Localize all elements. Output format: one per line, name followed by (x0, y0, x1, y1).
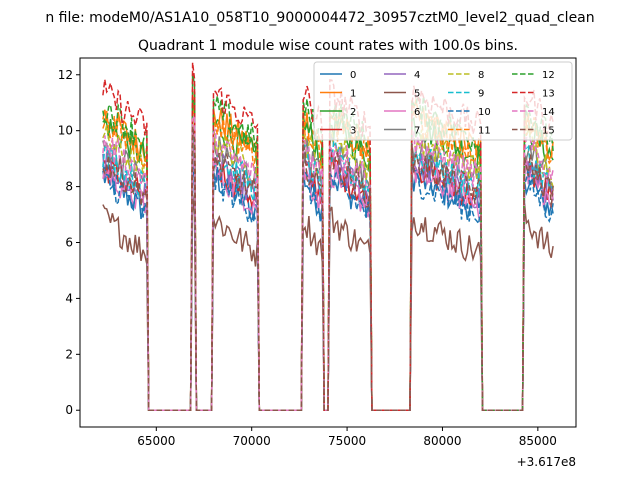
x-tick-label: 70000 (233, 434, 271, 448)
y-tick-label: 12 (58, 68, 73, 82)
series-layer (102, 62, 554, 411)
legend-label-12: 12 (542, 70, 555, 81)
legend-label-0: 0 (350, 70, 356, 81)
legend-label-2: 2 (350, 107, 356, 118)
y-tick-label: 0 (65, 403, 73, 417)
y-tick-label: 10 (58, 124, 73, 138)
legend-label-15: 15 (542, 126, 555, 137)
legend-label-4: 4 (414, 70, 420, 81)
y-tick-label: 4 (65, 291, 73, 305)
legend-label-10: 10 (478, 107, 491, 118)
legend-box (313, 61, 573, 141)
x-tick-label: 85000 (519, 434, 557, 448)
legend-label-6: 6 (414, 107, 420, 118)
legend-label-13: 13 (542, 89, 555, 100)
y-tick-label: 6 (65, 236, 73, 250)
legend-label-9: 9 (478, 89, 484, 100)
legend-label-5: 5 (414, 89, 420, 100)
x-axis: 65000 70000 75000 80000 85000 (137, 427, 557, 448)
legend-label-7: 7 (414, 126, 420, 137)
legend-label-8: 8 (478, 70, 484, 81)
x-tick-label: 80000 (423, 434, 461, 448)
series-line-15 (102, 126, 554, 411)
x-tick-label: 75000 (328, 434, 366, 448)
x-tick-label: 65000 (137, 434, 175, 448)
y-tick-label: 2 (65, 347, 73, 361)
y-tick-label: 8 (65, 180, 73, 194)
legend-label-11: 11 (478, 126, 491, 137)
legend-label-14: 14 (542, 107, 555, 118)
y-axis: 0 2 4 6 8 10 12 (58, 68, 80, 417)
chart-title: Quadrant 1 module wise count rates with … (138, 38, 518, 54)
x-offset-label: +3.617e8 (517, 455, 576, 469)
legend-label-3: 3 (350, 126, 356, 137)
legend-label-1: 1 (350, 89, 356, 100)
chart-suptitle: n file: modeM0/AS1A10_058T10_9000004472_… (45, 10, 594, 26)
